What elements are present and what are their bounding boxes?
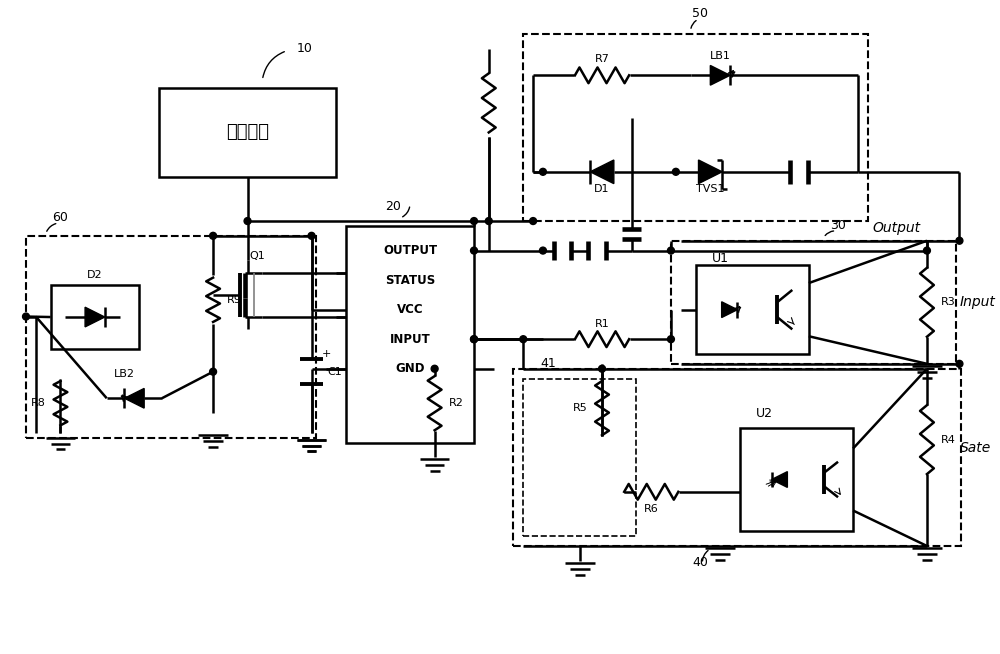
Circle shape	[471, 218, 477, 224]
Bar	[51, 285, 139, 349]
Polygon shape	[85, 307, 105, 327]
Bar	[513, 369, 961, 546]
Circle shape	[539, 247, 546, 254]
Circle shape	[956, 237, 963, 244]
Circle shape	[210, 232, 217, 239]
Circle shape	[23, 313, 29, 320]
Circle shape	[210, 368, 217, 375]
Circle shape	[672, 168, 679, 175]
Text: R6: R6	[644, 504, 659, 513]
Circle shape	[599, 366, 605, 372]
Bar	[740, 428, 853, 531]
Circle shape	[308, 232, 315, 239]
Text: D1: D1	[594, 184, 610, 194]
Text: TVS1: TVS1	[696, 184, 725, 194]
Text: GND: GND	[395, 362, 425, 375]
Circle shape	[485, 218, 492, 224]
Bar	[523, 34, 868, 221]
Polygon shape	[590, 160, 614, 184]
Text: LB2: LB2	[114, 369, 135, 379]
Bar	[26, 236, 316, 438]
Text: Input: Input	[959, 295, 995, 309]
Text: C1: C1	[327, 367, 342, 377]
Text: R7: R7	[595, 54, 609, 63]
Bar	[159, 88, 336, 177]
Text: Sate: Sate	[959, 441, 991, 455]
Bar	[346, 226, 474, 443]
Text: 40: 40	[693, 556, 708, 569]
Polygon shape	[722, 301, 737, 318]
Text: LB1: LB1	[710, 50, 731, 61]
Text: 60: 60	[53, 211, 68, 224]
Text: VCC: VCC	[397, 303, 423, 316]
Text: R1: R1	[595, 319, 609, 330]
Text: U2: U2	[756, 407, 773, 420]
Text: 41: 41	[540, 357, 556, 370]
Circle shape	[924, 247, 930, 254]
Text: R3: R3	[941, 298, 956, 307]
Text: D2: D2	[87, 270, 103, 280]
Text: 30: 30	[830, 219, 846, 232]
Polygon shape	[124, 388, 144, 408]
Text: R9: R9	[227, 295, 242, 305]
Circle shape	[471, 336, 477, 343]
Text: Output: Output	[873, 221, 921, 235]
Circle shape	[431, 366, 438, 372]
Text: R2: R2	[449, 398, 464, 408]
Text: R8: R8	[31, 398, 46, 408]
Text: OUTPUT: OUTPUT	[383, 244, 437, 257]
Text: +: +	[321, 349, 331, 359]
Text: R5: R5	[573, 403, 588, 413]
Circle shape	[667, 247, 674, 254]
Polygon shape	[772, 472, 787, 487]
Circle shape	[530, 218, 537, 224]
Polygon shape	[699, 160, 722, 184]
Bar	[523, 379, 636, 536]
Circle shape	[244, 218, 251, 224]
Text: INPUT: INPUT	[390, 333, 430, 346]
Circle shape	[539, 168, 546, 175]
Bar	[671, 241, 956, 364]
Circle shape	[667, 336, 674, 343]
Circle shape	[471, 247, 477, 254]
Bar	[696, 266, 809, 354]
Text: R4: R4	[941, 435, 956, 445]
Text: U1: U1	[712, 252, 729, 265]
Text: 驱动电源: 驱动电源	[226, 124, 269, 141]
Text: Q1: Q1	[250, 250, 265, 260]
Text: 20: 20	[385, 199, 401, 213]
Circle shape	[471, 336, 477, 343]
Text: STATUS: STATUS	[385, 273, 435, 286]
Text: 10: 10	[297, 43, 313, 55]
Polygon shape	[710, 65, 730, 85]
Circle shape	[520, 336, 527, 343]
Circle shape	[956, 360, 963, 368]
Text: 50: 50	[692, 7, 708, 20]
